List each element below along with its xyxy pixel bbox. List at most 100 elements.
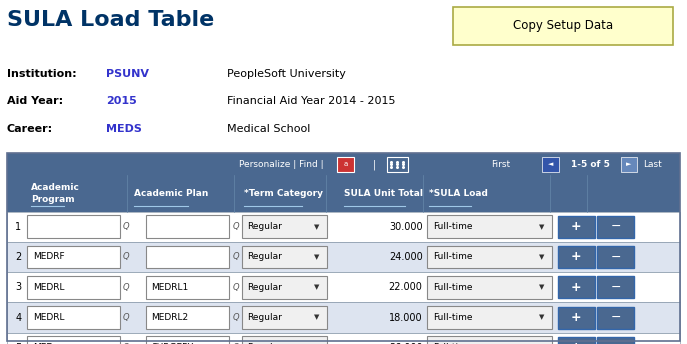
Text: Full-time: Full-time: [433, 343, 472, 344]
FancyBboxPatch shape: [242, 276, 327, 299]
FancyBboxPatch shape: [597, 307, 634, 329]
Text: ►: ►: [627, 161, 632, 167]
Text: −: −: [610, 220, 621, 233]
Text: SULA Unit Total: SULA Unit Total: [344, 189, 423, 198]
Text: Academic
Program: Academic Program: [31, 183, 80, 204]
Text: Copy Setup Data: Copy Setup Data: [513, 19, 613, 32]
Text: Personalize | Find |: Personalize | Find |: [238, 160, 324, 169]
FancyBboxPatch shape: [27, 215, 120, 238]
Text: MEDS: MEDS: [106, 124, 142, 134]
Text: Medical School: Medical School: [227, 124, 310, 134]
FancyBboxPatch shape: [7, 272, 680, 302]
Text: Q: Q: [123, 222, 130, 231]
Text: +: +: [571, 250, 582, 264]
Text: 5: 5: [15, 343, 21, 344]
FancyBboxPatch shape: [453, 7, 673, 45]
FancyBboxPatch shape: [597, 246, 634, 268]
FancyBboxPatch shape: [146, 276, 229, 299]
Text: 1: 1: [15, 222, 21, 232]
Text: Q: Q: [232, 222, 239, 231]
FancyBboxPatch shape: [242, 336, 327, 344]
Text: +: +: [571, 281, 582, 294]
Text: Career:: Career:: [7, 124, 53, 134]
FancyBboxPatch shape: [597, 216, 634, 238]
Text: −: −: [610, 250, 621, 264]
FancyBboxPatch shape: [27, 336, 120, 344]
Text: MEDRL: MEDRL: [33, 283, 65, 292]
FancyBboxPatch shape: [146, 306, 229, 329]
Text: SULA Load Table: SULA Load Table: [7, 10, 214, 30]
FancyBboxPatch shape: [597, 276, 634, 298]
Text: Q: Q: [232, 252, 239, 261]
Text: Full-time: Full-time: [433, 313, 472, 322]
Text: Regular: Regular: [247, 252, 282, 261]
FancyBboxPatch shape: [558, 246, 595, 268]
Text: Q: Q: [123, 313, 130, 322]
Text: First: First: [492, 160, 510, 169]
Text: +: +: [571, 220, 582, 233]
FancyBboxPatch shape: [427, 306, 552, 329]
FancyBboxPatch shape: [427, 276, 552, 299]
Text: 2015: 2015: [106, 96, 137, 106]
Text: Aid Year:: Aid Year:: [7, 96, 63, 106]
Text: ▼: ▼: [314, 314, 319, 321]
Text: −: −: [610, 311, 621, 324]
Text: ▼: ▼: [314, 224, 319, 230]
Text: Full-time: Full-time: [433, 222, 472, 231]
FancyBboxPatch shape: [7, 153, 680, 175]
Text: MEDRF: MEDRF: [33, 252, 65, 261]
Text: MEDRL2: MEDRL2: [151, 313, 188, 322]
FancyBboxPatch shape: [337, 157, 354, 172]
Text: *Term Category: *Term Category: [244, 189, 323, 198]
FancyBboxPatch shape: [146, 336, 229, 344]
Text: 36.000: 36.000: [389, 343, 423, 344]
Text: Academic Plan: Academic Plan: [134, 189, 208, 198]
FancyBboxPatch shape: [7, 175, 680, 212]
Text: Full-time: Full-time: [433, 252, 472, 261]
Text: MEDRL1: MEDRL1: [151, 283, 188, 292]
FancyBboxPatch shape: [27, 246, 120, 268]
FancyBboxPatch shape: [27, 306, 120, 329]
Text: Q: Q: [232, 283, 239, 292]
FancyBboxPatch shape: [621, 157, 638, 172]
FancyBboxPatch shape: [597, 337, 634, 344]
Text: 1-5 of 5: 1-5 of 5: [571, 160, 610, 169]
Text: 18.000: 18.000: [389, 312, 423, 323]
Text: Regular: Regular: [247, 222, 282, 231]
Text: Q: Q: [232, 313, 239, 322]
Text: Q: Q: [123, 343, 130, 344]
Text: −: −: [610, 281, 621, 294]
Text: Last: Last: [643, 160, 662, 169]
FancyBboxPatch shape: [542, 157, 559, 172]
Text: ▼: ▼: [539, 284, 544, 290]
Text: Institution:: Institution:: [7, 69, 76, 79]
Text: SURGERY: SURGERY: [151, 343, 193, 344]
FancyBboxPatch shape: [7, 333, 680, 344]
FancyBboxPatch shape: [427, 246, 552, 268]
Text: Regular: Regular: [247, 313, 282, 322]
Text: 30.000: 30.000: [389, 222, 423, 232]
Text: Financial Aid Year 2014 - 2015: Financial Aid Year 2014 - 2015: [227, 96, 395, 106]
Text: ▼: ▼: [314, 284, 319, 290]
Text: PSUNV: PSUNV: [106, 69, 150, 79]
Text: *SULA Load: *SULA Load: [429, 189, 488, 198]
FancyBboxPatch shape: [558, 216, 595, 238]
FancyBboxPatch shape: [146, 215, 229, 238]
FancyBboxPatch shape: [427, 215, 552, 238]
Text: 24.000: 24.000: [389, 252, 423, 262]
FancyBboxPatch shape: [558, 276, 595, 298]
FancyBboxPatch shape: [242, 306, 327, 329]
Text: ◄: ◄: [548, 161, 553, 167]
FancyBboxPatch shape: [146, 246, 229, 268]
Text: |: |: [373, 159, 376, 170]
Text: +: +: [571, 341, 582, 344]
FancyBboxPatch shape: [427, 336, 552, 344]
Text: ▼: ▼: [539, 224, 544, 230]
FancyBboxPatch shape: [27, 276, 120, 299]
Text: MED: MED: [33, 343, 53, 344]
Text: 2: 2: [15, 252, 21, 262]
FancyBboxPatch shape: [7, 302, 680, 333]
FancyBboxPatch shape: [242, 215, 327, 238]
Text: Q: Q: [123, 252, 130, 261]
Text: ▼: ▼: [314, 254, 319, 260]
